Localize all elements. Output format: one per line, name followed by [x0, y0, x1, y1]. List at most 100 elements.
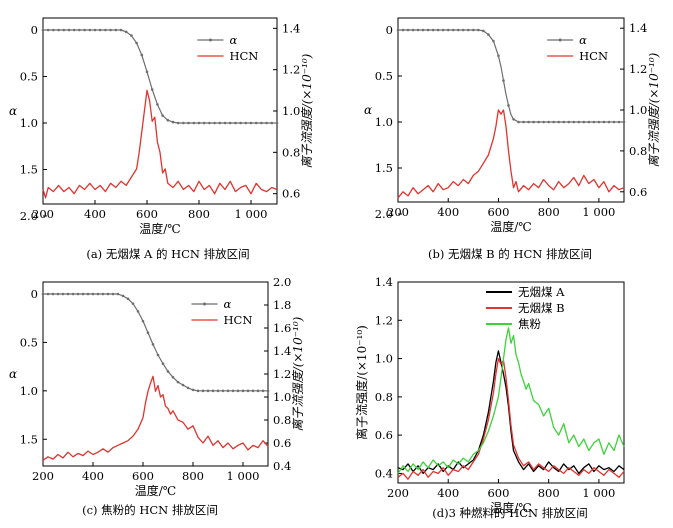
- series-marker: [136, 310, 140, 313]
- series-marker: [71, 292, 75, 296]
- series-marker: [426, 28, 430, 32]
- y-left-tick-label: 2.0: [375, 207, 393, 221]
- y-right-tick-label: 1.2: [273, 367, 291, 381]
- series-marker: [130, 34, 133, 37]
- series-marker: [592, 120, 596, 124]
- y-right-tick-label: 1.6: [273, 321, 291, 335]
- series-marker: [109, 28, 112, 32]
- series-marker: [187, 121, 190, 125]
- series-marker: [93, 28, 97, 32]
- series-marker: [81, 292, 85, 296]
- series-marker: [557, 120, 561, 124]
- series-marker: [249, 121, 253, 125]
- series-marker: [265, 121, 268, 125]
- y-left-axis-label: α: [364, 103, 372, 117]
- series-marker: [421, 28, 425, 32]
- y-left-tick-label: 1.0: [20, 384, 38, 398]
- y-right-axis-label: 离子流强度/(×10⁻¹⁰): [300, 53, 314, 168]
- series-marker: [126, 297, 130, 301]
- series-line: [42, 89, 278, 199]
- y-right-tick-label: 0.8: [282, 145, 300, 159]
- series-marker: [213, 121, 216, 125]
- legend-label: α: [579, 33, 587, 47]
- x-tick-label: 800: [538, 486, 560, 500]
- series-marker: [472, 28, 475, 32]
- panel-c: 200 400 600 800 1 000 温度/℃ 0 0.5 1.0 1.5 α 0.4 0.6 0.…: [9, 275, 305, 517]
- series-marker: [507, 104, 510, 107]
- series-marker: [56, 292, 60, 296]
- legend-label: α: [229, 33, 237, 47]
- y-right-tick-label: 1.0: [629, 103, 647, 117]
- series-marker: [46, 292, 50, 296]
- series-marker: [116, 292, 120, 296]
- x-tick-label: 200: [32, 207, 54, 221]
- x-tick-label: 1 000: [582, 205, 615, 219]
- series-marker: [461, 28, 465, 32]
- series-marker: [467, 28, 470, 32]
- series-marker: [231, 389, 235, 393]
- panel-caption: (c) 焦粉的 HCN 排放区间: [82, 503, 218, 517]
- series-marker: [83, 28, 86, 32]
- series-marker: [218, 121, 222, 125]
- series-marker: [436, 28, 440, 32]
- y-left-tick-label: 1.0: [20, 116, 38, 130]
- legend-label: HCN: [224, 313, 253, 327]
- series-marker: [587, 120, 591, 124]
- y-right-tick-label: 1.4: [282, 21, 300, 35]
- x-tick-label: 800: [182, 469, 204, 483]
- y-left-tick-label: 1.2: [375, 313, 393, 327]
- legend-marker: [208, 38, 212, 42]
- series-marker: [202, 121, 206, 125]
- y-right-tick-label: 2.0: [273, 275, 291, 289]
- series-marker: [254, 121, 258, 125]
- series-marker: [532, 120, 535, 124]
- x-tick-label: 600: [487, 205, 509, 219]
- series-marker: [239, 121, 242, 125]
- series-marker: [411, 28, 415, 32]
- x-axis-label: 温度/℃: [139, 221, 180, 236]
- x-tick-label: 800: [538, 205, 560, 219]
- series-marker: [572, 120, 576, 124]
- series-marker: [61, 292, 65, 296]
- series-marker: [166, 370, 170, 373]
- series-marker: [256, 389, 260, 393]
- series-line: [42, 375, 269, 461]
- series-line: [43, 29, 277, 124]
- y-left-tick-label: 1.4: [375, 275, 393, 289]
- series-marker: [91, 292, 95, 296]
- series-marker: [76, 292, 80, 296]
- series-marker: [275, 121, 279, 125]
- series-marker: [261, 389, 265, 393]
- series-marker: [228, 121, 232, 125]
- series-marker: [446, 28, 450, 32]
- series-marker: [106, 292, 110, 296]
- legend-marker: [203, 302, 206, 306]
- y-right-tick-label: 0.6: [629, 185, 647, 199]
- x-tick-label: 400: [82, 469, 104, 483]
- panel-d: 200 400 600 800 1 000 温度/℃ 0.4 0.6 0.8 1.0 1.2 1.4 离…: [354, 275, 625, 520]
- series-marker: [236, 389, 240, 393]
- series-marker: [542, 120, 545, 124]
- y-left-tick-label: 0: [386, 23, 393, 37]
- series-marker: [151, 343, 155, 346]
- series-marker: [517, 120, 520, 124]
- series-marker: [171, 120, 175, 124]
- series-marker: [241, 389, 245, 393]
- series-marker: [406, 28, 410, 32]
- series-marker: [51, 292, 55, 296]
- series-marker: [246, 389, 250, 393]
- series-marker: [156, 353, 160, 357]
- y-left-tick-label: 0.5: [20, 70, 38, 84]
- y-left-tick-label: 0.6: [375, 428, 393, 442]
- series-marker: [104, 28, 107, 32]
- series-marker: [487, 33, 490, 36]
- series-marker: [617, 120, 621, 124]
- series-marker: [582, 120, 586, 124]
- series-marker: [597, 120, 601, 124]
- x-tick-label: 1 000: [227, 469, 260, 483]
- y-left-tick-label: 0: [31, 287, 38, 301]
- x-tick-label: 800: [188, 207, 210, 221]
- y-left-tick-label: 2.0: [20, 209, 38, 223]
- series-marker: [497, 54, 500, 58]
